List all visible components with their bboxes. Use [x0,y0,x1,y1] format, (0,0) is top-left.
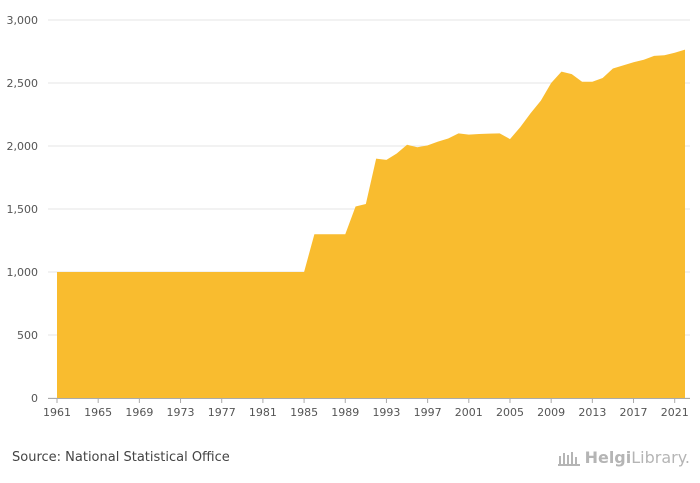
x-tick-label: 2017 [620,406,648,419]
y-tick-label: 500 [17,329,38,342]
x-tick-label: 1965 [84,406,112,419]
y-tick-label: 3,000 [7,14,39,27]
y-tick-label: 0 [31,392,38,405]
x-tick-label: 2001 [455,406,483,419]
x-tick-label: 1989 [331,406,359,419]
brand-part1: Helgi [584,448,632,467]
library-building-icon [557,451,580,466]
brand-part2: Library. [631,448,690,467]
x-tick-label: 1977 [208,406,236,419]
x-axis: 1961 1965 1969 1973 1977 1981 1985 1989 1993 1997… [43,398,689,419]
y-tick-label: 1,000 [7,266,39,279]
y-axis: 0 500 1,000 1,500 2,000 2,500 3,000 [7,14,39,405]
x-tick-label: 1961 [43,406,71,419]
x-tick-label: 1981 [249,406,277,419]
area-series [57,49,685,399]
x-tick-label: 2013 [578,406,606,419]
x-tick-label: 1969 [125,406,153,419]
helgi-library-logo: Helgi Library. [557,448,690,467]
x-tick-label: 2021 [661,406,689,419]
source-note: Source: National Statistical Office [12,450,230,465]
x-tick-label: 1973 [167,406,195,419]
x-tick-label: 1985 [290,406,318,419]
x-tick-label: 1997 [414,406,442,419]
y-tick-label: 2,000 [7,140,39,153]
y-tick-label: 2,500 [7,77,39,90]
y-tick-label: 1,500 [7,203,39,216]
x-tick-label: 2009 [537,406,565,419]
x-tick-label: 2005 [496,406,524,419]
x-tick-label: 1993 [372,406,400,419]
